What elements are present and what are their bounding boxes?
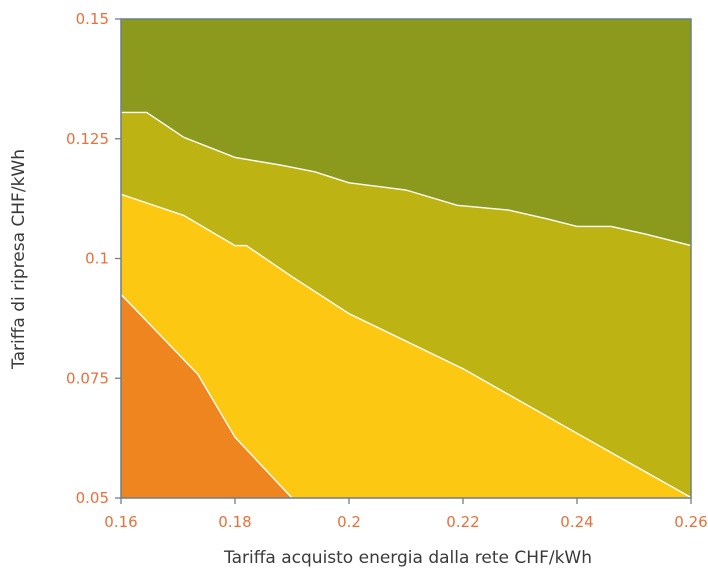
regions (121, 19, 691, 499)
y-axis-ticks: 0.05 0.075 0.1 0.125 0.15 (66, 10, 121, 507)
region-lower-middle (121, 194, 691, 499)
x-axis-ticks: 0.16 0.18 0.2 0.22 0.24 0.26 (104, 498, 708, 531)
y-tick-label: 0.075 (66, 369, 109, 387)
y-tick-label: 0.15 (76, 10, 109, 28)
region-boundaries (120, 111, 692, 499)
boundary-line-1 (121, 111, 692, 247)
boundary-line-2 (120, 193, 692, 499)
region-upper-middle (121, 112, 691, 498)
x-tick-label: 0.2 (337, 513, 361, 531)
boundary-line-3 (120, 293, 293, 499)
x-axis-label: Tariffa acquisto energia dalla rete CHF/… (223, 548, 592, 568)
region-top (121, 19, 691, 246)
x-tick-label: 0.26 (674, 513, 707, 531)
y-tick-label: 0.1 (85, 250, 109, 268)
x-tick-label: 0.18 (218, 513, 251, 531)
x-tick-label: 0.16 (104, 513, 137, 531)
y-tick-label: 0.05 (76, 489, 109, 507)
y-axis-label: Tariffa di ripresa CHF/kWh (9, 149, 29, 370)
x-tick-label: 0.22 (446, 513, 479, 531)
y-tick-label: 0.125 (66, 130, 109, 148)
region-bottom-left (121, 294, 292, 498)
x-tick-label: 0.24 (560, 513, 593, 531)
